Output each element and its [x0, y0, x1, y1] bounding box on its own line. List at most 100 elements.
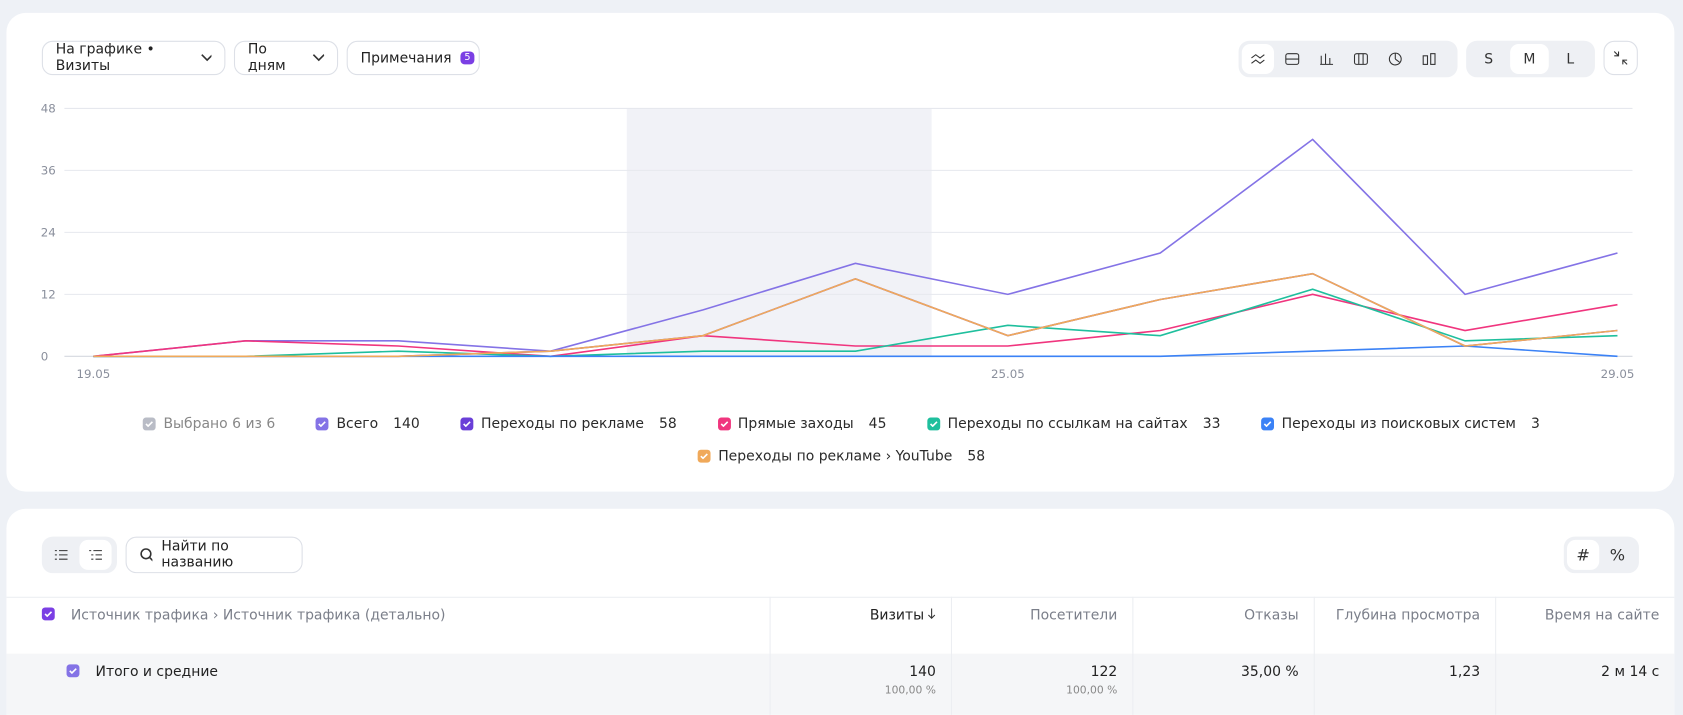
column-header[interactable]: Посетители	[950, 596, 1132, 654]
column-title: Глубина просмотра	[1335, 607, 1481, 624]
legend-checkbox	[41, 607, 55, 621]
size-button[interactable]: M	[1510, 44, 1549, 75]
legend-item[interactable]: Переходы по рекламе › YouTube 58	[697, 448, 986, 465]
cell: 122 100,00 %	[950, 653, 1132, 715]
series-line	[93, 288, 1618, 358]
legend-total: 58	[658, 415, 677, 433]
legend-checkbox	[717, 417, 731, 431]
search-icon	[140, 548, 153, 562]
mode-button[interactable]: %	[1609, 545, 1626, 565]
cell: 35,00 %	[1132, 653, 1313, 715]
legend-checkbox	[697, 449, 711, 463]
x-tick-label: 25.05	[991, 367, 1025, 381]
chart-type-group	[1238, 40, 1458, 78]
column-header[interactable]: Глубина просмотра	[1313, 596, 1495, 654]
cell-value: 140	[909, 664, 936, 681]
series-line	[93, 272, 1618, 358]
column-header[interactable]: Отказы	[1132, 596, 1313, 654]
legend-checkbox	[1261, 417, 1275, 431]
cell-value: 122	[1090, 664, 1118, 681]
metric-select[interactable]: На графике • Визиты	[41, 40, 226, 76]
legend-name: Переходы по рекламе	[481, 415, 644, 433]
legend-summary[interactable]: Выбрано 6 из 6	[143, 416, 275, 432]
legend-checkbox	[316, 417, 329, 431]
legend-checkbox	[143, 417, 156, 431]
legend-name: Переходы по ссылкам на сайтах	[947, 415, 1188, 433]
column-header[interactable]: Визиты	[769, 596, 951, 654]
period-select[interactable]: По дням	[233, 40, 339, 76]
mode-group: #%	[1563, 536, 1639, 574]
view-group	[41, 536, 117, 574]
legend-summary-text: Выбрано 6 из 6	[163, 415, 276, 433]
series-line	[93, 138, 1618, 358]
legend-total: 3	[1530, 415, 1540, 433]
y-tick-label: 0	[41, 350, 49, 364]
tree-view-button[interactable]	[79, 539, 112, 570]
search-field[interactable]: Найти по названию	[125, 536, 303, 574]
sort-arrow	[928, 608, 936, 619]
pie-chart-button[interactable]	[1379, 44, 1411, 74]
row-label-text: Итого и средние	[95, 664, 218, 681]
metric-label: На графике • Визиты	[55, 41, 155, 75]
size-button[interactable]: S	[1484, 50, 1494, 68]
bar-chart-button[interactable]	[1310, 44, 1342, 74]
legend-row: Переходы по рекламе › YouTube 58	[0, 440, 1683, 472]
chevron	[312, 54, 325, 62]
line-chart-button[interactable]	[1241, 44, 1275, 75]
column-title: Источник трафика › Источник трафика (дет…	[70, 607, 446, 624]
legend-name: Прямые заходы	[737, 415, 854, 433]
cell-value: 2 м 14 с	[1601, 664, 1660, 681]
cell: 140 100,00 %	[769, 653, 951, 715]
column-title: Визиты	[869, 607, 925, 624]
column-title: Отказы	[1244, 607, 1299, 624]
x-tick-label: 19.05	[76, 367, 110, 381]
legend-total: 140	[393, 415, 420, 433]
legend-total: 45	[868, 415, 887, 433]
legend-item[interactable]: Всего 140	[316, 416, 420, 432]
legend-item[interactable]: Переходы по рекламе 58	[460, 415, 677, 433]
legend-total: 33	[1202, 415, 1221, 433]
legend: Выбрано 6 из 6 Всего 140 Переходы по реклам…	[0, 408, 1683, 472]
y-tick-label: 36	[41, 164, 56, 178]
legend-checkbox	[460, 417, 474, 431]
mode-button[interactable]: #	[1567, 539, 1600, 570]
cell-value: 1,23	[1449, 664, 1481, 681]
x-tick-label: 29.05	[1601, 367, 1635, 381]
chevron	[200, 54, 212, 62]
total-row-bg	[6, 653, 1675, 715]
column-header[interactable]: Время на сайте	[1495, 596, 1674, 654]
area-chart-button[interactable]	[1276, 44, 1308, 74]
notes-button[interactable]: Примечания 5	[346, 40, 480, 76]
column-header[interactable]: Источник трафика › Источник трафика (дет…	[6, 597, 769, 654]
notes-badge: 5	[460, 51, 475, 65]
column-title: Время на сайте	[1544, 607, 1660, 624]
flat-view-button[interactable]	[45, 540, 77, 570]
y-tick-label: 12	[41, 288, 56, 302]
legend-checkbox	[66, 664, 80, 678]
legend-total: 58	[967, 448, 986, 465]
legend-checkbox	[927, 417, 941, 431]
legend-name: Переходы по рекламе › YouTube	[718, 448, 953, 465]
cell: 1,23	[1313, 653, 1495, 715]
chart: 0 12 24 36 48 19.05 25.05 29.05	[41, 102, 1635, 381]
notes-label: Примечания	[360, 49, 452, 67]
legend-item[interactable]: Прямые заходы 45	[717, 415, 887, 433]
period-label: По дням	[247, 41, 286, 75]
legend-item[interactable]: Переходы из поисковых систем 3	[1261, 416, 1540, 432]
column-title: Посетители	[1030, 607, 1118, 624]
legend-row: Выбрано 6 из 6 Всего 140 Переходы по реклам…	[0, 408, 1683, 440]
cell-share: 100,00 %	[1066, 684, 1118, 697]
column-chart-button[interactable]	[1414, 44, 1446, 74]
cell: 2 м 14 с	[1495, 653, 1674, 715]
search-placeholder: Найти по названию	[161, 538, 234, 571]
cell-value: 35,00 %	[1241, 664, 1299, 681]
legend-item[interactable]: Переходы по ссылкам на сайтах 33	[927, 416, 1220, 432]
row-label: Итого и средние	[6, 654, 769, 715]
divider	[6, 596, 1675, 598]
collapse-button[interactable]	[1603, 40, 1638, 76]
size-button[interactable]: L	[1566, 50, 1575, 68]
stacked-chart-button[interactable]	[1345, 44, 1377, 74]
